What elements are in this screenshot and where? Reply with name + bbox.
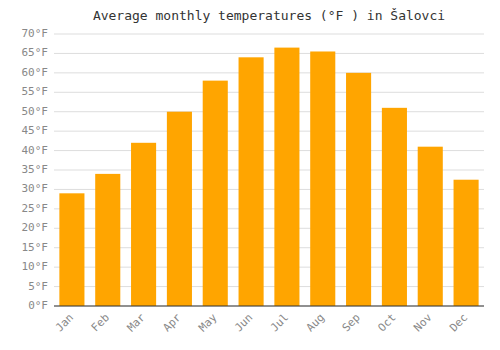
grid-line [54,53,484,54]
bar [59,193,84,306]
y-tick-label: 35°F [22,163,49,176]
x-axis-line [54,306,484,307]
y-tick-label: 5°F [28,280,48,293]
x-tick-label: Jun [232,311,255,334]
title: Average monthly temperatures (°F ) in Ša… [93,8,445,23]
x-tick-label: Feb [89,311,112,334]
chart-container: Average monthly temperatures (°F ) in Ša… [0,0,500,350]
y-tick-label: 65°F [22,46,49,59]
bar [310,51,335,306]
y-tick-label: 10°F [22,260,49,273]
grid-line [54,72,484,73]
y-tick-label: 15°F [22,241,49,254]
bar [382,108,407,306]
bar [418,147,443,306]
x-tick-label: Sep [340,311,363,334]
page: {"chart_data": {"type": "bar", "title": … [0,0,500,350]
x-tick-label: May [196,311,220,335]
x-tick-label: Nov [411,311,435,335]
bar [95,174,120,306]
bar [454,180,479,306]
grid-line [54,111,484,112]
y-tick-label: 45°F [22,124,49,137]
bar [167,112,192,306]
y-tick-label: 60°F [22,66,49,79]
y-tick-label: 20°F [22,221,49,234]
grid [54,34,484,306]
y-tick-label: 40°F [22,144,49,157]
bar [239,57,264,306]
bars [59,48,478,306]
bar [274,48,299,306]
y-tick-label: 55°F [22,85,49,98]
x-tick-label: Dec [447,311,470,334]
y-tick-label: 25°F [22,202,49,215]
y-axis: 0°F 5°F 10°F 15°F 20°F 25°F 30°F 35°F 40°F 45°F 50… [22,27,49,312]
x-tick-label: Jan [53,311,76,334]
grid-line [54,131,484,132]
grid-line [54,92,484,93]
grid-line [54,306,484,307]
y-tick-label: 70°F [22,27,49,40]
x-tick-label: Aug [304,311,327,334]
y-tick-label: 0°F [28,299,48,312]
bar [131,143,156,306]
x-tick-label: Oct [375,311,398,334]
y-tick-label: 30°F [22,182,49,195]
grid-line [54,34,484,35]
chart-svg: Average monthly temperatures (°F ) in Ša… [0,0,500,350]
bar [346,73,371,306]
x-axis: Jan Feb Mar Apr May Jun Jul Aug Sep Oct Nov Dec [53,311,470,335]
y-tick-label: 50°F [22,105,49,118]
x-tick-label: Jul [268,311,291,334]
bar [203,81,228,306]
x-tick-label: Apr [160,311,184,335]
x-tick-label: Mar [125,311,149,335]
